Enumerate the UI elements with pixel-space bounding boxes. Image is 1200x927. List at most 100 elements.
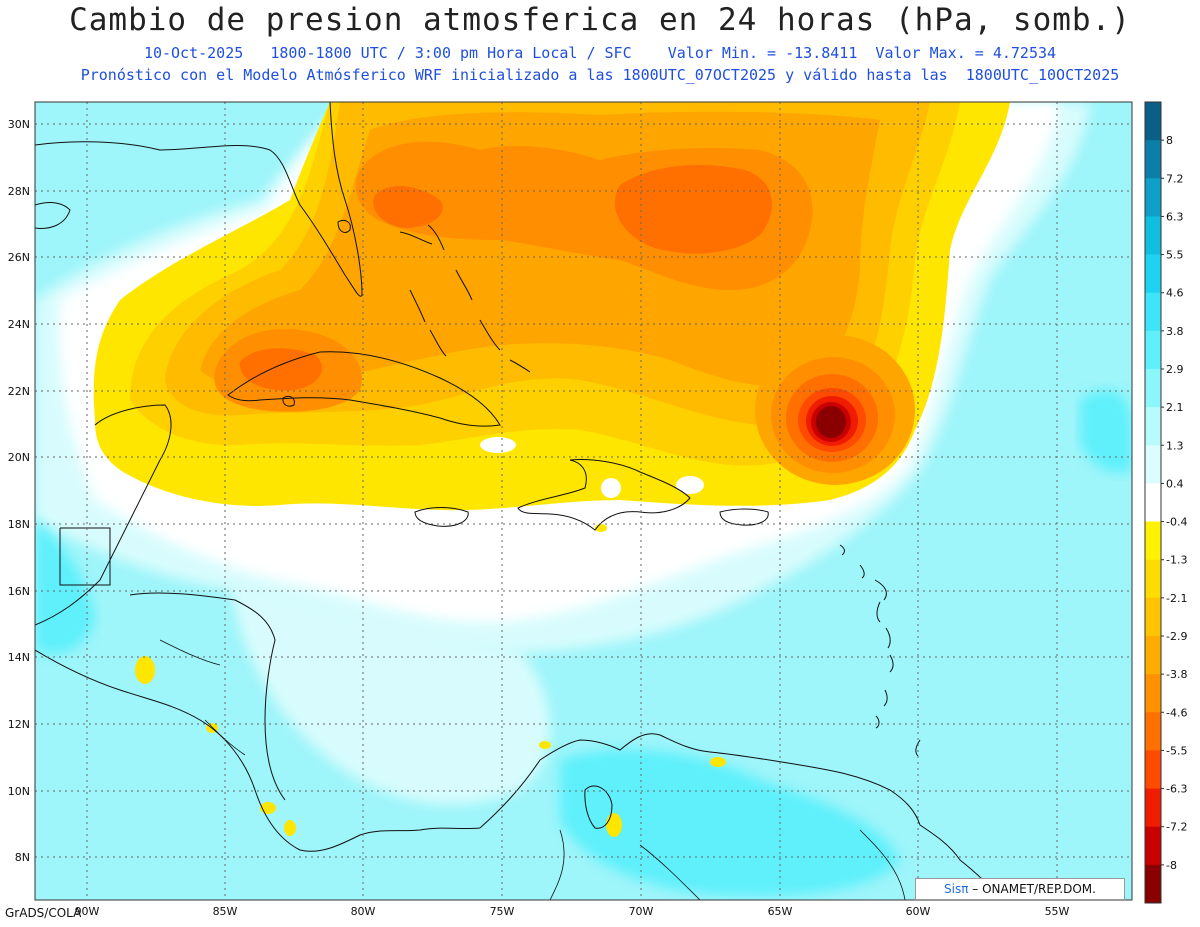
cyan-patch-west [35,520,95,654]
white-pockets [480,437,704,498]
credit-box: Sisπ – ONAMET/REP.DOM. [915,878,1125,900]
colorbar-swatch [1145,216,1161,256]
colorbar-label: 2.9 [1166,363,1184,376]
colorbar-label: -1.3 [1166,554,1187,567]
cyan-patch-east [1080,390,1132,473]
lat-label: 18N [8,518,30,531]
maracaibo-lake [584,785,613,829]
colorbar-label: -5.5 [1166,744,1187,757]
patch-minus-5-5-cuba [239,348,323,391]
colorbar-swatch [1145,521,1161,561]
colorbar-label: 3.8 [1166,325,1184,338]
colorbar-swatch [1145,674,1161,713]
lake-okeechobee [337,219,351,233]
colorbar-swatch [1145,864,1161,904]
puerto-rico-coast [719,508,769,526]
lat-label: 26N [8,251,30,264]
colorbar-label: 6.3 [1166,210,1184,223]
lon-label: 75W [490,905,515,918]
colorbar-swatch [1145,636,1161,675]
lon-label: 85W [213,905,238,918]
border-lines [159,639,906,900]
colorbar-swatch [1145,445,1161,484]
colorbar-label: -8 [1166,859,1177,872]
jamaica-coast [414,507,469,527]
map-subtitle-time: 10-Oct-2025 1800-1800 UTC / 3:00 pm Hora… [143,44,1057,62]
lat-label: 10N [8,785,30,798]
colorbar-swatch [1145,483,1161,523]
lat-label: 16N [8,585,30,598]
colorbar-label: 5.5 [1166,249,1184,262]
graticule [35,102,1132,900]
colorbar-label: 0.4 [1166,477,1184,490]
latitude-labels: 30N 28N 26N 24N 22N 20N 18N 16N 14N 12N … [8,118,30,864]
contour-field [35,102,1132,900]
colorbar-label: -0.4 [1166,516,1187,529]
lon-label: 55W [1045,905,1070,918]
patch-minus-5-5-bahamas [373,185,443,228]
plot-frame [34,101,1133,901]
colorbar-swatch [1145,102,1161,141]
colorbar-swatch [1145,750,1161,790]
lat-label: 8N [15,851,30,864]
credit-text: – ONAMET/REP.DOM. [972,882,1096,896]
storm-core [755,335,915,485]
colorbar-swatch [1145,597,1161,637]
yellow-specks [135,498,726,837]
longitude-labels: 90W 85W 80W 75W 70W 65W 60W 55W [75,905,1070,918]
map-subtitle-model: Pronóstico con el Modelo Atmósferico WRF… [80,66,1120,84]
lat-label: 30N [8,118,30,131]
coastlines [35,102,1001,900]
lon-label: 80W [351,905,376,918]
patch-minus-5-5-north [614,165,772,254]
colorbar-swatch [1145,369,1161,408]
brand-pi-symbol: π [961,882,969,896]
lesser-antilles [839,544,921,757]
cyan-patch-south [560,749,900,897]
lon-label: 70W [629,905,654,918]
map-title: Cambio de presion atmosferica en 24 hora… [69,2,1131,38]
colorbar-label: -6.3 [1166,783,1187,796]
gulf-coast [35,202,71,229]
colorbar-label: -7.2 [1166,821,1187,834]
lat-label: 20N [8,451,30,464]
lat-label: 24N [8,318,30,331]
colorbar-label: 8 [1166,134,1173,147]
lat-label: 28N [8,185,30,198]
florida-coast [35,102,363,297]
colorbar-swatch [1145,140,1161,179]
central-america-coast [35,649,481,852]
colorbar-swatch [1145,178,1161,217]
south-america-coast [479,733,1001,900]
pale-patch-south [230,580,550,805]
hispaniola-coast [517,459,691,531]
bahamas-islands [399,224,531,373]
lon-label: 90W [75,905,100,918]
colorbar-label: 4.6 [1166,287,1184,300]
colorbar-label: 1.3 [1166,439,1184,452]
colorbar-swatch [1145,330,1161,370]
colorbar-label: -3.8 [1166,668,1187,681]
colorbar-label: 2.1 [1166,401,1184,414]
yucatan-coast [35,404,172,626]
lat-label: 12N [8,718,30,731]
colorbar-label: -4.6 [1166,706,1187,719]
cuba-coast [227,351,501,427]
lon-label: 60W [906,905,931,918]
colorbar-swatch [1145,559,1161,599]
colorbar-swatch [1145,292,1161,332]
colorbar-label: -2.9 [1166,630,1187,643]
colorbar-swatch [1145,826,1161,866]
lat-label: 22N [8,385,30,398]
colorbar-label: 7.2 [1166,172,1184,185]
colorbar-swatch [1145,254,1161,294]
colorbar-swatch [1145,788,1161,828]
honduras-coast [129,592,286,801]
lat-label: 14N [8,651,30,664]
colorbar: 8 7.2 6.3 5.5 4.6 3.8 2.9 2.1 1.3 0.4 -0.4 -1.3 -2.1… [1144,101,1187,904]
belize-border [59,527,111,586]
colorbar-frame [1144,101,1162,904]
software-credit: GrADS/COLA [5,906,82,920]
isla-juventud [282,395,295,407]
